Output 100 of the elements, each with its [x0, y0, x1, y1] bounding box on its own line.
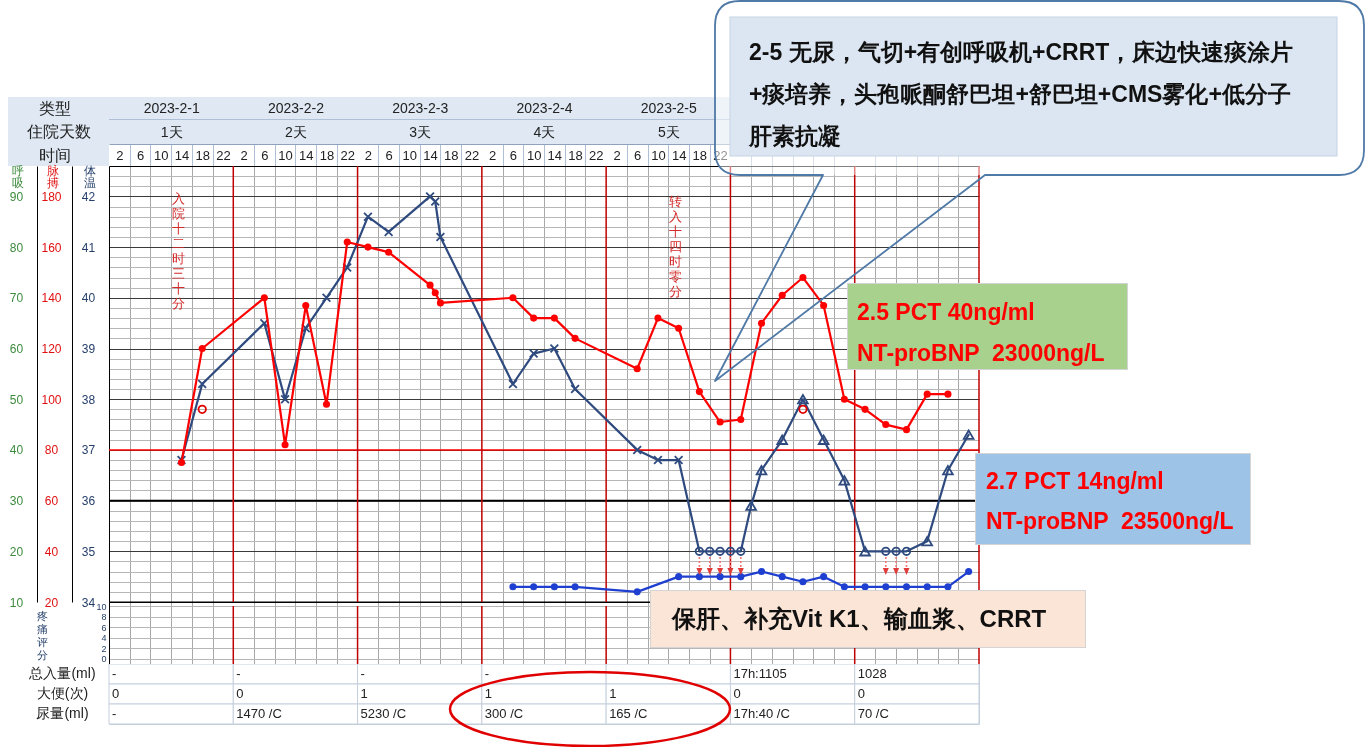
y3-tick-label: 20 [9, 544, 24, 559]
x-tick-label: 6 [385, 147, 393, 163]
annotation: 2.5 PCT 40ng/ml NT-proBNP 23000ng/L [857, 298, 1105, 368]
text: 0 [857, 686, 865, 701]
text: 1028 [857, 666, 887, 681]
x-tick-label: 14 [174, 147, 190, 163]
y2-tick-label: 180 [41, 189, 62, 204]
y-tick-label: 4 [101, 633, 107, 644]
y-tick-label: 尿量(ml) [36, 705, 89, 721]
x-tick-label: 10 [526, 147, 542, 163]
y2-tick-label: 140 [41, 291, 62, 306]
y3-axis-title: 呼吸 [11, 163, 24, 190]
text: - [360, 666, 365, 681]
x-tick-label: 18 [319, 147, 335, 163]
x-tick-label: 6 [261, 147, 269, 163]
y-tick-label: 8 [101, 612, 107, 623]
x-tick-label: 18 [568, 147, 583, 163]
x-tick-label: 10 [402, 147, 418, 163]
text: - [112, 666, 117, 681]
x-tick-label: 10 [651, 147, 666, 163]
text: 2-5 无尿，气切+有创呼吸机+CRRT，床边快速痰涂片+痰培养，头孢哌酮舒巴坦+舒巴坦+CMS雾化+低分子肝素抗凝 [749, 38, 1295, 151]
text: 0 [112, 686, 120, 701]
y3-tick-label: 30 [9, 494, 24, 509]
text: 住院天数 [25, 122, 92, 142]
y-axis-title: 疼痛评分 [37, 609, 48, 661]
text: 1 [484, 686, 493, 701]
x-tick-label: 14 [423, 147, 438, 163]
y2-tick-label: 60 [44, 494, 59, 509]
y2-tick-label: 160 [41, 240, 62, 255]
text: 17h:40 /C [733, 706, 790, 721]
y3-tick-label: 10 [9, 595, 24, 610]
x2-tick-label: 2023-2-4 4天 [516, 100, 573, 140]
y2-axis-title: 脉搏 [46, 163, 59, 190]
x2-axis-title: 类型 [38, 100, 71, 117]
text: 17h:1105 [733, 666, 787, 681]
y2-tick-label: 100 [41, 392, 62, 407]
x-tick-label: 2 [613, 147, 621, 163]
y3-tick-label: 40 [9, 443, 24, 458]
x-tick-label: 14 [547, 147, 563, 163]
text: 70 /C [857, 706, 889, 721]
text: 0 [236, 686, 244, 701]
x2-tick-label: 2023-2-1 1天 [143, 100, 200, 140]
x-tick-label: 2 [364, 147, 373, 163]
y2-tick-label: 120 [41, 342, 62, 357]
x-tick-label: 14 [299, 147, 314, 163]
x-tick-label: 2 [116, 147, 124, 163]
y-tick-label: 0 [101, 654, 107, 665]
y-tick-label: 2 [101, 643, 107, 654]
x-tick-label: 18 [692, 147, 708, 163]
x2-tick-label: 2023-2-5 5天 [640, 100, 698, 140]
text: 5230 /C [360, 706, 407, 721]
text: 1 [609, 686, 617, 701]
annotation: 保肝、补充Vit K1、输血浆、CRRT [672, 604, 1047, 634]
y-tick-label: 37 [81, 443, 96, 458]
y-tick-label: 35 [81, 544, 96, 559]
text: - [112, 706, 117, 721]
y-tick-label: 38 [81, 392, 96, 407]
y-tick-label: 40 [81, 291, 96, 306]
x-tick-label: 6 [634, 147, 642, 163]
x-tick-label: 2 [240, 147, 248, 163]
y-tick-label: 大便(次) [36, 685, 89, 701]
x-tick-label: 2 [489, 147, 497, 163]
x-tick-label: 22 [340, 147, 355, 163]
y-tick-label: 41 [81, 240, 96, 255]
x-tick-label: 18 [195, 147, 210, 163]
y3-tick-label: 90 [9, 189, 24, 204]
x2-tick-label: 2023-2-2 2天 [267, 100, 325, 140]
y-tick-label: 36 [81, 494, 96, 509]
x-tick-label: 6 [136, 147, 145, 163]
x-tick-label: 14 [671, 147, 687, 163]
y-tick-label: 6 [101, 622, 107, 633]
y3-tick-label: 70 [9, 291, 24, 306]
x-tick-label: 22 [589, 147, 604, 163]
y-tick-label: 34 [81, 595, 96, 610]
y-tick-label: 10 [96, 601, 107, 612]
y3-tick-label: 60 [9, 342, 24, 357]
text: 2.7 PCT 14ng/ml NT-proBNP 23500ng/L [986, 467, 1234, 536]
y-axis-title: 体温 [83, 163, 96, 190]
x-tick-label: 22 [216, 147, 231, 163]
text: 165 /C [609, 706, 648, 721]
x-tick-label: 22 [464, 147, 480, 163]
text: 1 [360, 686, 368, 701]
text: - [236, 666, 241, 681]
x-tick-label: 18 [444, 147, 459, 163]
y3-tick-label: 50 [9, 392, 24, 407]
x-axis-title: 时间 [38, 146, 71, 164]
text: 300 /C [484, 706, 524, 721]
y-tick-label: 总入量(ml) [28, 665, 96, 681]
x2-tick-label: 2023-2-3 3天 [392, 100, 449, 140]
y2-tick-label: 80 [44, 443, 59, 458]
text: - [484, 666, 490, 681]
y-tick-label: 42 [81, 189, 96, 204]
y3-tick-label: 80 [9, 240, 24, 255]
text: 0 [733, 686, 741, 701]
x-tick-label: 10 [154, 147, 169, 163]
y-tick-label: 39 [81, 342, 96, 357]
text: 1470 /C [236, 706, 282, 721]
x-tick-label: 6 [509, 147, 518, 163]
y2-tick-label: 20 [44, 595, 59, 610]
x-tick-label: 10 [278, 147, 293, 163]
